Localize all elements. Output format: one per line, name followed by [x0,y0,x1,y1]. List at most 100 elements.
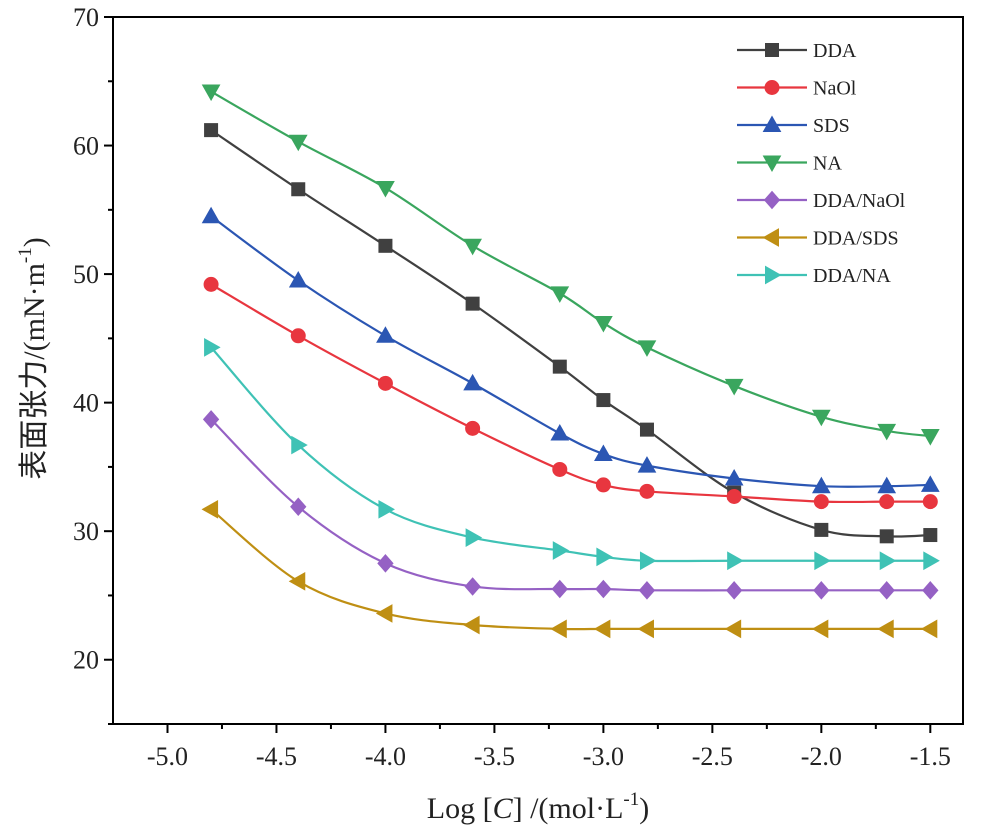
data-point [923,528,938,543]
series-layer [201,84,940,639]
data-point [201,84,221,102]
x-tick-label: -3.5 [474,742,515,771]
data-point [594,315,613,333]
y-tick-label: 60 [73,132,99,161]
data-point [376,180,395,198]
data-point [920,619,938,639]
data-point [378,499,395,519]
legend-swatch-marker [765,265,782,285]
data-point [201,206,221,224]
y-tick-label: 40 [73,389,99,418]
data-point [465,296,480,311]
data-point [463,373,482,391]
legend-swatch-marker [764,80,780,95]
legend-swatch-marker [762,155,782,173]
series-line [210,283,931,504]
data-point [551,579,568,599]
x-tick-label: -1.5 [910,742,951,771]
y-axis: 20 30 40 50 60 70 [73,3,113,725]
plot-border [112,16,964,725]
data-point [725,581,743,600]
legend-entry: NaOl [737,78,857,100]
data-point [550,619,567,639]
legend-swatch-marker [763,190,781,210]
legend-swatch-marker [762,228,779,247]
data-point [288,134,308,152]
x-tick-label: -4.5 [256,742,297,771]
data-point [727,551,744,571]
data-point [288,571,306,591]
legend-label: NaOl [813,78,857,100]
data-point [463,615,480,635]
series-line [210,215,931,488]
data-point [879,551,897,571]
data-point [550,286,570,303]
legend-swatch-marker [765,43,779,57]
data-point [639,422,654,437]
data-point [879,494,895,510]
legend: DDA NaOl SDS NA DDA/NaOl DDA/SDS DDA/NA [737,40,906,287]
data-point [922,581,939,600]
x-tick-label: -3.0 [583,742,624,771]
x-axis-title: Log [C] /(mol·L-1) [427,789,649,825]
legend-label: DDA/NA [813,265,891,287]
y-tick-label: 50 [73,260,99,289]
data-point [726,488,742,504]
y-tick-label: 70 [73,3,99,32]
data-point [464,577,481,596]
data-point [552,541,570,560]
data-point [376,326,395,343]
data-point [201,499,219,519]
y-tick-label: 30 [73,517,99,546]
data-point [550,423,570,441]
legend-label: DDA [813,40,857,62]
data-point [204,123,219,138]
data-point [593,619,611,639]
legend-label: NA [813,153,842,175]
data-point [596,547,613,567]
data-point [920,429,940,446]
data-point [920,475,940,492]
x-tick-label: -2.0 [801,742,842,771]
data-point [724,619,742,639]
series-dda-sds [201,499,938,639]
data-point [291,435,308,455]
data-point [595,477,611,493]
legend-entry: DDA/SDS [737,228,899,250]
data-point [202,410,220,429]
data-point [811,619,829,639]
legend-entry: DDA/NA [737,265,891,287]
data-point [203,276,219,292]
data-point [813,581,830,600]
data-point [288,271,308,288]
legend-entry: DDA [737,40,857,62]
data-point [923,551,940,571]
series-line [210,90,931,438]
x-tick-label: -5.0 [147,742,188,771]
y-tick-label: 20 [73,646,99,675]
data-point [204,338,221,357]
data-point [552,461,568,477]
x-axis: -5.0 -4.5 -4.0 -3.5 -3.0 -2.5 -2.0 -1.5 [147,724,951,771]
x-tick-label: -4.0 [365,742,406,771]
series-sds [201,206,940,494]
data-point [463,238,482,256]
data-point [596,393,611,408]
data-point [377,375,393,391]
data-point [879,529,894,544]
data-point [639,551,657,571]
data-point [877,423,897,441]
data-point [814,551,831,571]
data-point [637,619,654,639]
legend-label: DDA/SDS [813,228,899,250]
data-point [375,604,393,623]
data-point [814,522,829,537]
data-point [465,528,483,547]
legend-swatch-marker [762,115,782,132]
data-point [465,420,481,436]
legend-entry: NA [737,153,842,175]
series-na [201,84,940,446]
y-axis-title: 表面张力/(mN·m-1) [15,237,51,479]
data-point [813,494,829,510]
